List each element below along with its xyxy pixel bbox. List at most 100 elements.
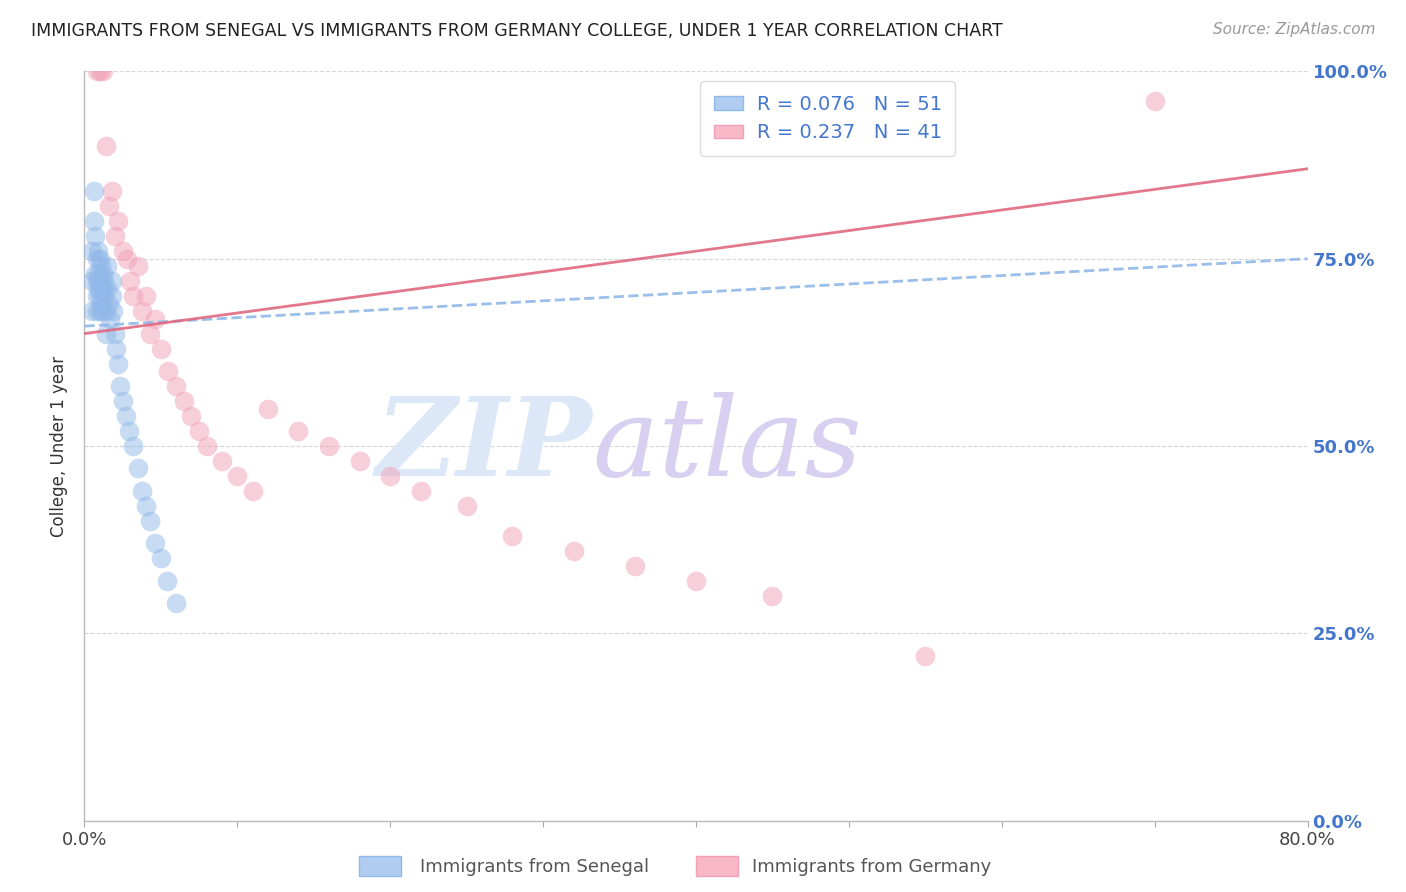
Point [93, 289, 115, 303]
Point [157, 364, 180, 378]
Text: ZIP: ZIP [375, 392, 592, 500]
Point [135, 289, 157, 303]
Point [80, 274, 103, 288]
Point [91, 267, 114, 281]
Point [97, 199, 120, 213]
Point [127, 259, 149, 273]
Point [96, 282, 118, 296]
Point [91, 304, 114, 318]
Point [257, 401, 280, 416]
Point [165, 379, 187, 393]
Text: Source: ZipAtlas.com: Source: ZipAtlas.com [1212, 22, 1375, 37]
Y-axis label: College, Under 1 year: College, Under 1 year [51, 355, 69, 537]
Point [131, 483, 153, 498]
Point [83, 184, 105, 198]
Point [86, 274, 108, 288]
Point [914, 648, 936, 663]
Point [104, 326, 127, 341]
Point [115, 252, 138, 266]
Point [120, 274, 142, 288]
Point [456, 499, 478, 513]
Point [91, 282, 114, 296]
Point [87, 282, 110, 296]
Point [86, 304, 108, 318]
Point [287, 424, 309, 438]
Point [122, 289, 145, 303]
Text: IMMIGRANTS FROM SENEGAL VS IMMIGRANTS FROM GERMANY COLLEGE, UNDER 1 YEAR CORRELA: IMMIGRANTS FROM SENEGAL VS IMMIGRANTS FR… [31, 22, 1002, 40]
Point [86, 252, 108, 266]
Point [562, 544, 585, 558]
Point [96, 259, 118, 273]
Point [101, 184, 124, 198]
Point [180, 409, 202, 423]
Point [90, 259, 112, 273]
Point [156, 574, 179, 588]
Point [84, 267, 107, 281]
Point [83, 214, 105, 228]
Point [98, 311, 121, 326]
Point [105, 342, 128, 356]
Point [761, 589, 783, 603]
Point [80, 244, 103, 259]
Point [101, 289, 124, 303]
Point [89, 289, 111, 303]
Legend: R = 0.076   N = 51, R = 0.237   N = 41: R = 0.076 N = 51, R = 0.237 N = 41 [700, 81, 955, 156]
Point [94, 139, 117, 153]
Point [107, 214, 129, 228]
Point [90, 296, 112, 310]
Point [318, 439, 340, 453]
Point [87, 244, 110, 259]
Point [139, 514, 162, 528]
Text: Immigrants from Senegal: Immigrants from Senegal [420, 858, 648, 876]
Text: Immigrants from Germany: Immigrants from Germany [752, 858, 991, 876]
Point [409, 483, 432, 498]
Point [93, 274, 115, 288]
Point [89, 304, 111, 318]
Point [149, 551, 172, 566]
Point [91, 64, 114, 78]
Point [1143, 95, 1166, 109]
Point [94, 326, 117, 341]
Point [173, 394, 195, 409]
Point [242, 483, 264, 498]
Point [89, 274, 111, 288]
Point [111, 394, 134, 409]
Point [101, 274, 124, 288]
Point [143, 536, 166, 550]
Point [103, 304, 125, 318]
Point [87, 267, 110, 281]
Point [135, 499, 157, 513]
Point [195, 439, 218, 453]
Point [139, 326, 162, 341]
Point [94, 304, 117, 318]
Point [90, 282, 112, 296]
Point [380, 469, 402, 483]
Point [89, 252, 111, 266]
Text: atlas: atlas [592, 392, 862, 500]
Point [86, 64, 108, 78]
Point [111, 244, 134, 259]
Point [165, 596, 187, 610]
Point [114, 409, 136, 423]
Point [104, 229, 127, 244]
Point [89, 64, 111, 78]
Point [502, 529, 524, 543]
Point [97, 296, 120, 310]
Point [80, 304, 103, 318]
Point [624, 558, 647, 573]
Point [143, 311, 166, 326]
Point [127, 461, 149, 475]
Point [211, 454, 233, 468]
Point [685, 574, 707, 588]
Point [107, 357, 129, 371]
Point [226, 469, 249, 483]
Point [108, 379, 131, 393]
Point [122, 439, 145, 453]
Point [188, 424, 211, 438]
Point [118, 424, 141, 438]
Point [349, 454, 371, 468]
Point [149, 342, 172, 356]
Point [86, 289, 108, 303]
Point [84, 229, 107, 244]
Point [131, 304, 153, 318]
